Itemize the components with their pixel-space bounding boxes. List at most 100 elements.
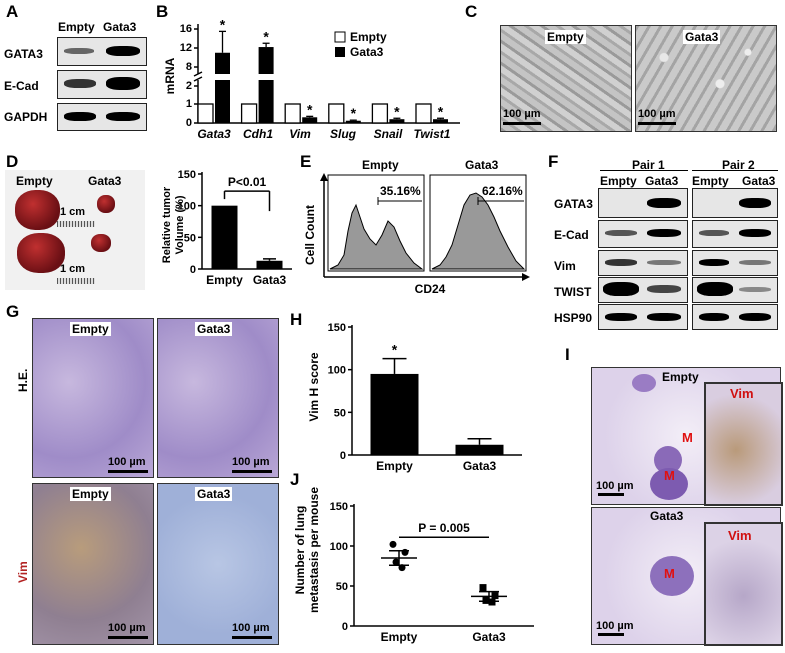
row-gapdh: GAPDH bbox=[4, 110, 48, 124]
ytick-label: 50 bbox=[184, 232, 196, 244]
b-ytick: 1 bbox=[186, 98, 192, 110]
col-gata3: Gata3 bbox=[103, 20, 137, 34]
point-gata3 bbox=[491, 592, 499, 600]
point-gata3 bbox=[479, 584, 487, 592]
chart-d: Relative tumor Volume (%) 0 50 100 150 Empty… bbox=[161, 169, 292, 287]
b-star: * bbox=[220, 16, 226, 32]
panel-label-b: B bbox=[156, 2, 169, 21]
h-ylabel: Vim H score bbox=[307, 352, 321, 421]
row-gata3: GATA3 bbox=[4, 47, 43, 61]
panel-label-e: E bbox=[300, 152, 312, 171]
ytick-label: 100 bbox=[330, 541, 348, 553]
blot-gata3 bbox=[57, 37, 147, 66]
panel-label-j: J bbox=[290, 470, 300, 489]
f-row-twist: TWIST bbox=[554, 285, 592, 299]
pvalue: P = 0.005 bbox=[418, 521, 470, 535]
g-vim-empty bbox=[32, 483, 154, 645]
b-bar-empty bbox=[197, 103, 214, 124]
tumor-empty-2 bbox=[17, 233, 65, 273]
b-ylabel: mRNA bbox=[163, 57, 177, 94]
f-pair1: Pair 1 bbox=[632, 158, 665, 172]
b-bar-gata3 bbox=[302, 117, 318, 123]
chart-h: Vim H score 0 50 100 150 * Empty Gata3 bbox=[307, 322, 522, 473]
d-ylabel-1: Relative tumor bbox=[161, 186, 173, 263]
f-blot-gata3-p2 bbox=[692, 188, 778, 218]
b-cat: Vim bbox=[289, 127, 311, 141]
bar bbox=[455, 444, 504, 455]
b-star: * bbox=[351, 105, 357, 121]
g-he-gata3 bbox=[157, 318, 279, 478]
point-empty bbox=[401, 548, 409, 556]
i-gata3-label: Gata3 bbox=[650, 509, 684, 523]
e-pct-empty: 35.16% bbox=[380, 184, 421, 198]
e-empty-label: Empty bbox=[362, 158, 399, 172]
b-bar-gata3 bbox=[215, 80, 230, 123]
f-pair2: Pair 2 bbox=[722, 158, 755, 172]
f-col-3: Empty bbox=[692, 174, 729, 188]
col-empty: Empty bbox=[58, 20, 95, 34]
b-cat: Gata3 bbox=[197, 127, 231, 141]
c-scalebar-empty bbox=[503, 122, 541, 125]
i-m-2: M bbox=[664, 468, 675, 483]
g-gata3-2: Gata3 bbox=[195, 487, 233, 501]
ytick-label: 100 bbox=[178, 201, 196, 213]
b-legend-gata3-swatch bbox=[335, 47, 345, 57]
b-legend-empty: Empty bbox=[350, 30, 387, 44]
i-scale-2: 100 µm bbox=[596, 620, 634, 632]
panel-label-g: G bbox=[6, 302, 20, 321]
panel-label-d: D bbox=[6, 152, 19, 171]
g-scale-3: 100 µm bbox=[108, 622, 146, 634]
g-scale-4: 100 µm bbox=[232, 622, 270, 634]
b-legend-empty-swatch bbox=[334, 31, 346, 43]
b-star: * bbox=[438, 103, 444, 119]
bar bbox=[256, 260, 283, 269]
tumor-gata3-1 bbox=[97, 195, 115, 213]
b-bar-empty bbox=[415, 103, 432, 124]
d-ylabel-2: Volume (%) bbox=[174, 195, 186, 254]
b-bar-gata3 bbox=[258, 80, 274, 123]
ytick-label: 0 bbox=[190, 264, 196, 276]
b-bar-empty bbox=[240, 103, 258, 124]
b-legend-gata3: Gata3 bbox=[350, 45, 384, 59]
g-empty-1: Empty bbox=[70, 322, 111, 336]
c-scale-gata3: 100 µm bbox=[638, 108, 676, 120]
e-gata3-label: Gata3 bbox=[465, 158, 499, 172]
d-scale-1: 1 cm bbox=[60, 206, 86, 218]
i-vim-2: Vim bbox=[728, 528, 752, 543]
panel-label-c: C bbox=[465, 2, 478, 21]
blot-ecad bbox=[57, 70, 147, 99]
b-bar-empty bbox=[328, 103, 345, 124]
chart-j: Number of lung metastasis per mouse 0 50 1… bbox=[293, 487, 534, 644]
svg-text:metastasis per mouse: metastasis per mouse bbox=[307, 487, 321, 613]
c-scalebar-gata3 bbox=[638, 122, 676, 125]
b-star: * bbox=[394, 103, 400, 119]
f-blot-vim-p1 bbox=[598, 250, 688, 276]
g-scale-2: 100 µm bbox=[232, 456, 270, 468]
e-xlabel: CD24 bbox=[415, 282, 446, 296]
f-blot-twist-p1 bbox=[598, 277, 688, 303]
b-bar-empty bbox=[371, 103, 389, 124]
tumor-gata3-2 bbox=[91, 234, 111, 252]
e-ylabel: Cell Count bbox=[303, 205, 317, 265]
b-cat: Twist1 bbox=[414, 127, 451, 141]
point-empty bbox=[392, 558, 400, 566]
f-col-1: Empty bbox=[600, 174, 637, 188]
pvalue: P<0.01 bbox=[228, 175, 267, 189]
point-empty bbox=[389, 540, 397, 548]
i-empty-label: Empty bbox=[662, 370, 699, 384]
g-gata3-1: Gata3 bbox=[195, 322, 233, 336]
b-bar-gata3 bbox=[389, 119, 405, 123]
f-blot-vim-p2 bbox=[692, 250, 778, 276]
b-ytick: 12 bbox=[180, 42, 192, 54]
blot-gapdh bbox=[57, 103, 147, 131]
b-star: * bbox=[307, 101, 313, 117]
b-bar-gata3 bbox=[345, 120, 361, 123]
e-pct-gata3: 62.16% bbox=[482, 184, 523, 198]
bar bbox=[370, 373, 419, 455]
b-ytick: 0 bbox=[186, 117, 192, 129]
d-gata3-label: Gata3 bbox=[88, 174, 122, 188]
panel-label-f: F bbox=[548, 152, 559, 171]
f-row-gata3: GATA3 bbox=[554, 197, 593, 211]
row-ecad: E-Cad bbox=[4, 79, 39, 93]
b-bar-gata3 bbox=[433, 119, 448, 123]
